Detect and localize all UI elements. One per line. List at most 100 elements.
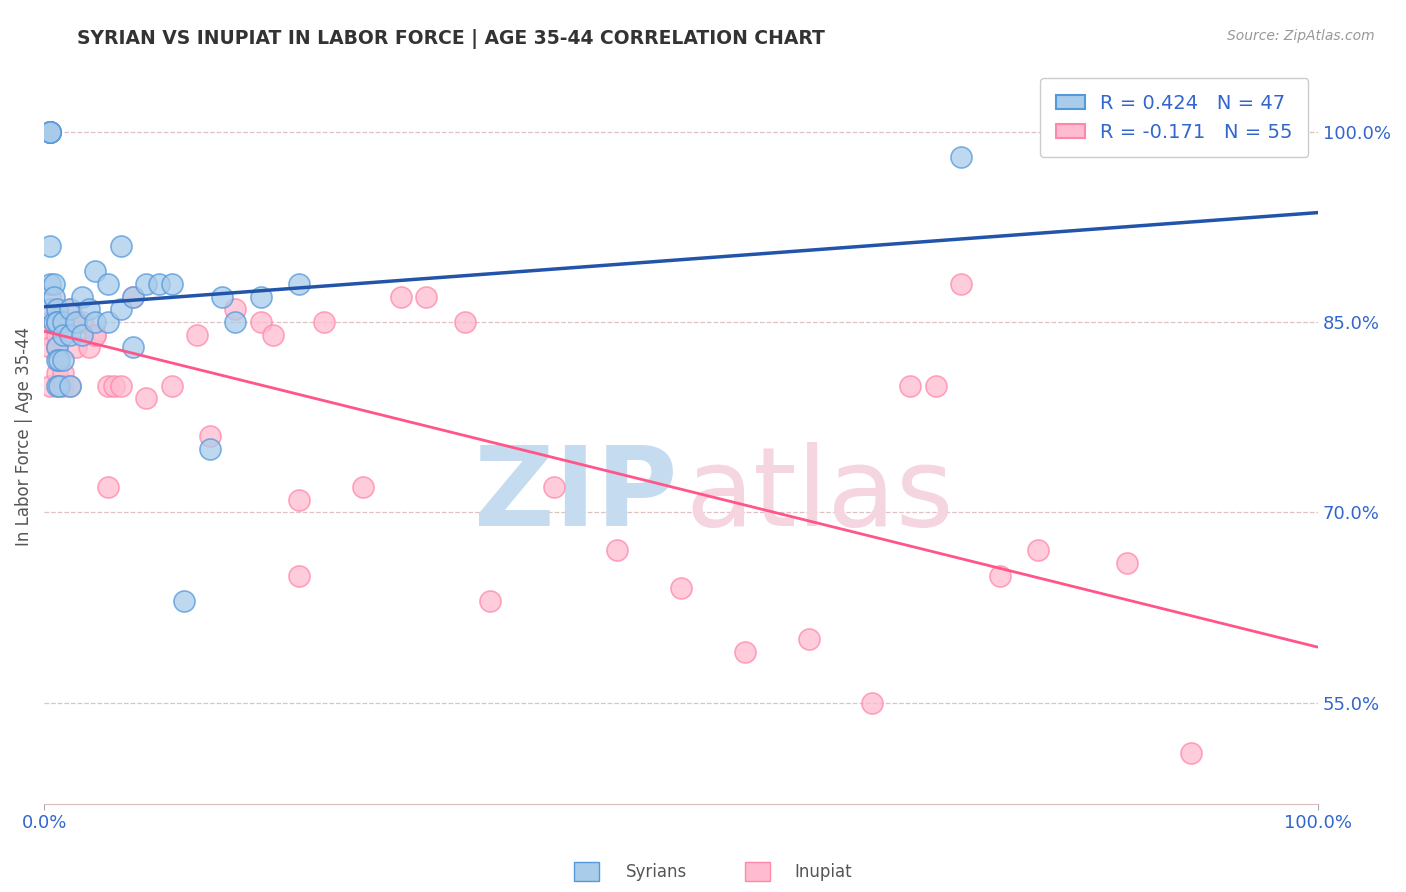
Point xyxy=(135,277,157,291)
Point xyxy=(72,315,94,329)
Point xyxy=(44,315,66,329)
Point xyxy=(110,378,132,392)
Point xyxy=(45,302,67,317)
Point xyxy=(45,341,67,355)
Point xyxy=(39,125,62,139)
Point xyxy=(39,125,62,139)
Point xyxy=(186,327,208,342)
Point xyxy=(45,302,67,317)
Point xyxy=(72,290,94,304)
Point xyxy=(606,543,628,558)
Point xyxy=(352,480,374,494)
Point xyxy=(950,277,973,291)
Point xyxy=(860,696,883,710)
Point xyxy=(389,290,412,304)
Point xyxy=(97,277,120,291)
Point xyxy=(1116,556,1139,570)
Point xyxy=(39,315,62,329)
Point xyxy=(122,290,145,304)
Point xyxy=(1180,746,1202,760)
Point xyxy=(543,480,565,494)
Point xyxy=(52,327,75,342)
Point xyxy=(224,315,246,329)
Point xyxy=(65,315,87,329)
Point xyxy=(58,302,80,317)
Point xyxy=(58,327,80,342)
Point xyxy=(950,150,973,164)
Point xyxy=(77,341,100,355)
Text: SYRIAN VS INUPIAT IN LABOR FORCE | AGE 35-44 CORRELATION CHART: SYRIAN VS INUPIAT IN LABOR FORCE | AGE 3… xyxy=(77,29,825,48)
Point xyxy=(97,480,120,494)
Point xyxy=(988,568,1011,582)
Point xyxy=(48,353,70,368)
Point xyxy=(39,125,62,139)
Point xyxy=(44,290,66,304)
Point xyxy=(44,277,66,291)
Point xyxy=(39,125,62,139)
Point xyxy=(39,125,62,139)
Point xyxy=(148,277,170,291)
Text: Syrians: Syrians xyxy=(626,863,688,881)
Point xyxy=(97,378,120,392)
Point xyxy=(669,582,692,596)
Point xyxy=(52,353,75,368)
Point xyxy=(52,378,75,392)
Point xyxy=(84,327,107,342)
Point xyxy=(1026,543,1049,558)
Point xyxy=(39,315,62,329)
Y-axis label: In Labor Force | Age 35-44: In Labor Force | Age 35-44 xyxy=(15,326,32,546)
Point xyxy=(39,125,62,139)
Point xyxy=(262,327,284,342)
Point xyxy=(479,594,502,608)
Point xyxy=(65,315,87,329)
Point xyxy=(224,302,246,317)
Point xyxy=(288,277,311,291)
Point xyxy=(160,378,183,392)
Text: Source: ZipAtlas.com: Source: ZipAtlas.com xyxy=(1227,29,1375,43)
Point xyxy=(122,290,145,304)
Point xyxy=(249,290,271,304)
Point xyxy=(160,277,183,291)
Point xyxy=(39,341,62,355)
Point xyxy=(39,302,62,317)
Point xyxy=(39,327,62,342)
Point xyxy=(110,239,132,253)
Point xyxy=(797,632,820,647)
Point xyxy=(415,290,437,304)
Point xyxy=(45,353,67,368)
Point xyxy=(110,302,132,317)
Point xyxy=(65,341,87,355)
Point xyxy=(925,378,948,392)
Point xyxy=(45,327,67,342)
Point xyxy=(103,378,125,392)
Point xyxy=(314,315,336,329)
Point xyxy=(249,315,271,329)
Point xyxy=(84,264,107,278)
Point xyxy=(48,378,70,392)
Point xyxy=(39,290,62,304)
Point xyxy=(198,429,221,443)
Point xyxy=(39,239,62,253)
Point xyxy=(72,327,94,342)
Point xyxy=(288,492,311,507)
Point xyxy=(45,366,67,380)
Legend: R = 0.424   N = 47, R = -0.171   N = 55: R = 0.424 N = 47, R = -0.171 N = 55 xyxy=(1040,78,1309,157)
Point xyxy=(84,327,107,342)
Point xyxy=(734,645,756,659)
Point xyxy=(45,315,67,329)
Point xyxy=(453,315,475,329)
Point xyxy=(198,442,221,456)
Point xyxy=(45,341,67,355)
Point xyxy=(900,378,922,392)
Point xyxy=(58,302,80,317)
Point xyxy=(97,315,120,329)
Text: Inupiat: Inupiat xyxy=(794,863,852,881)
Point xyxy=(45,315,67,329)
Point xyxy=(58,378,80,392)
Point xyxy=(173,594,195,608)
Point xyxy=(39,125,62,139)
Point xyxy=(211,290,233,304)
Point xyxy=(122,341,145,355)
Point xyxy=(52,366,75,380)
Point xyxy=(45,378,67,392)
